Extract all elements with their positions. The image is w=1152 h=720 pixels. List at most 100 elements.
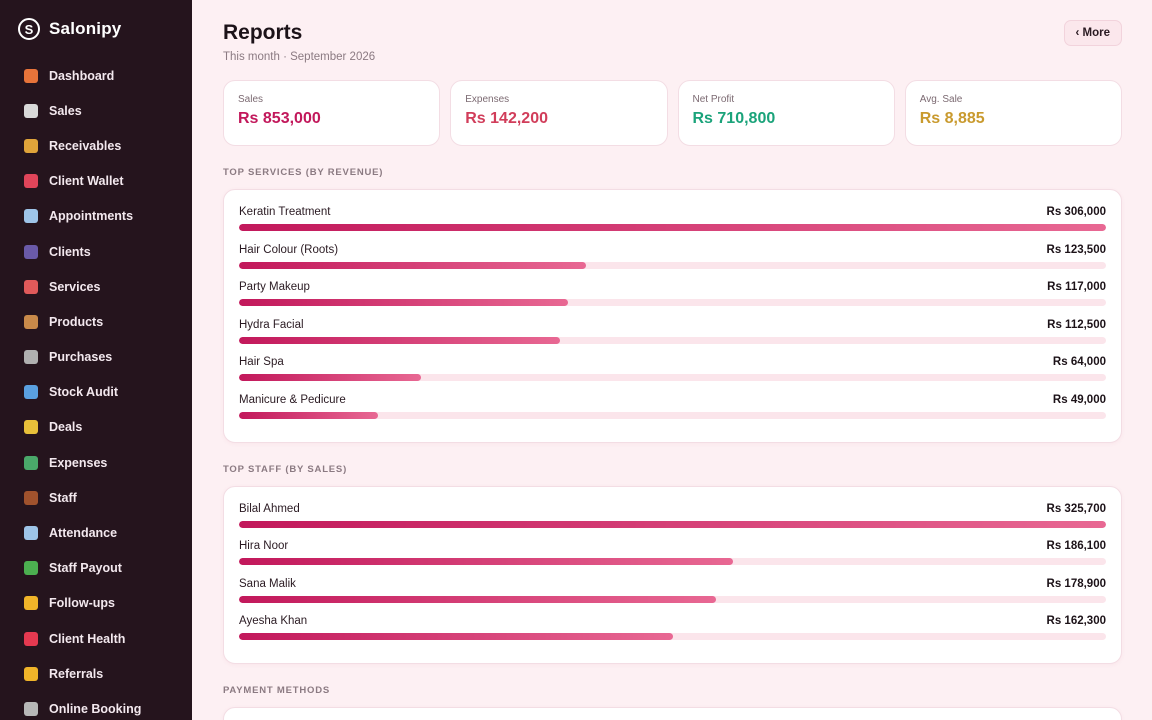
bar-name: Manicure & Pedicure [239, 393, 346, 406]
bar-row: Manicure & Pedicure Rs 49,000 [239, 394, 1106, 432]
stat-label: Avg. Sale [919, 94, 963, 105]
sidebar-item-products[interactable]: Products [0, 304, 192, 339]
sidebar-item-receivables[interactable]: Receivables [0, 128, 192, 163]
bar-row: Bilal Ahmed Rs 325,700 [239, 503, 1106, 541]
bar-fill [239, 261, 586, 269]
bar-fill [239, 520, 1106, 528]
sidebar-item-label: Appointments [49, 209, 134, 224]
sidebar-item-services[interactable]: Services [0, 269, 192, 304]
wallet-icon [24, 174, 38, 189]
bar-row: Ayesha Khan Rs 162,300 [239, 615, 1106, 653]
bar-value: Rs 325,700 [1046, 502, 1106, 515]
bar-value: Rs 178,900 [1046, 577, 1106, 590]
bar-row: Hair Colour (Roots) Rs 123,500 [239, 244, 1106, 282]
money-wings-icon [24, 455, 38, 470]
brand-name: Salonipy [49, 19, 122, 38]
sidebar-item-stock-audit[interactable]: Stock Audit [0, 375, 192, 410]
sidebar-item-label: Follow-ups [49, 596, 115, 611]
bar-row: Hira Noor Rs 186,100 [239, 540, 1106, 578]
bar-value: Rs 117,000 [1047, 281, 1106, 294]
sidebar-item-label: Stock Audit [49, 385, 118, 400]
bar-value: Rs 123,500 [1046, 243, 1106, 256]
stats-row: Sales Rs 853,000 Expenses Rs 142,200 Net Pro… [223, 80, 1122, 146]
brand[interactable]: S Salonipy [0, 0, 192, 58]
bar-fill [239, 374, 422, 382]
link-icon [24, 701, 38, 716]
sidebar-item-follow-ups[interactable]: Follow-ups [0, 586, 192, 621]
sidebar-item-expenses[interactable]: Expenses [0, 445, 192, 480]
stat-value: Rs 710,800 [692, 110, 776, 127]
sidebar-item-label: Attendance [49, 526, 118, 541]
page-title: Reports [223, 21, 303, 44]
sidebar-item-label: Dashboard [49, 68, 115, 83]
receipt-icon [24, 103, 38, 118]
sidebar-item-label: Client Health [49, 631, 126, 646]
briefcase-icon [24, 490, 38, 505]
page-subtitle: This month · September 2026 [223, 51, 376, 63]
stat-value: Rs 853,000 [238, 110, 321, 127]
sidebar-item-online-booking[interactable]: Online Booking [0, 691, 192, 720]
cart-icon [24, 350, 38, 365]
bar-row: Hydra Facial Rs 112,500 [239, 319, 1106, 357]
stat-card-avg-sale: Avg. Sale Rs 8,885 [904, 80, 1122, 146]
bar-fill [239, 558, 734, 566]
bar-name: Keratin Treatment [239, 206, 331, 218]
bar-value: Rs 186,100 [1046, 540, 1106, 553]
bar-track [239, 299, 1106, 307]
top-services-title: TOP SERVICES (BY REVENUE) [223, 167, 384, 178]
stat-card-net-profit: Net Profit Rs 710,800 [677, 80, 895, 146]
bar-value: Rs 49,000 [1052, 393, 1106, 406]
bar-track [239, 520, 1106, 528]
sidebar-item-dashboard[interactable]: Dashboard [0, 58, 192, 93]
page-header: Reports This month · September 2026 ‹ Mo… [223, 20, 1122, 63]
handshake-icon [24, 666, 38, 681]
people-icon [24, 244, 38, 259]
sidebar-item-label: Purchases [49, 350, 113, 365]
stat-value: Rs 142,200 [465, 110, 548, 127]
bar-value: Rs 64,000 [1052, 356, 1106, 369]
box-icon [24, 314, 38, 329]
bar-fill [239, 336, 560, 344]
sidebar-item-attendance[interactable]: Attendance [0, 515, 192, 550]
top-services-card: Keratin Treatment Rs 306,000 Hair Colour (… [223, 189, 1122, 443]
sidebar-item-label: Services [49, 279, 101, 294]
sidebar-item-purchases[interactable]: Purchases [0, 340, 192, 375]
sidebar-item-deals[interactable]: Deals [0, 410, 192, 445]
bar-track [239, 336, 1106, 344]
bar-name: Hira Noor [239, 540, 289, 553]
bar-track [239, 558, 1106, 566]
bar-fill [239, 224, 1106, 231]
more-button[interactable]: ‹ More [1063, 20, 1122, 46]
house-icon [24, 68, 38, 83]
bar-value: Rs 306,000 [1046, 206, 1106, 218]
bar-fill [239, 633, 673, 641]
sidebar-item-label: Expenses [49, 455, 108, 470]
top-staff-title: TOP STAFF (BY SALES) [223, 463, 348, 475]
calendar-check-icon [24, 526, 38, 541]
sidebar-item-sales[interactable]: Sales [0, 93, 192, 128]
sidebar-item-label: Staff [49, 490, 77, 505]
sidebar-item-appointments[interactable]: Appointments [0, 199, 192, 234]
sidebar-item-staff[interactable]: Staff [0, 480, 192, 515]
sidebar-item-label: Receivables [49, 138, 122, 153]
sidebar: S Salonipy Dashboard Sales Receivables Clie… [0, 0, 192, 720]
scissors-icon [24, 279, 38, 294]
stat-label: Expenses [465, 94, 510, 105]
sidebar-item-clients[interactable]: Clients [0, 234, 192, 269]
sidebar-item-label: Staff Payout [49, 561, 122, 576]
sidebar-item-client-health[interactable]: Client Health [0, 621, 192, 656]
stat-card-sales: Sales Rs 853,000 [223, 80, 441, 146]
sidebar-item-client-wallet[interactable]: Client Wallet [0, 164, 192, 199]
magnifier-icon [24, 385, 38, 400]
bar-name: Ayesha Khan [239, 615, 308, 628]
bar-fill [239, 595, 716, 603]
bar-row: Hair Spa Rs 64,000 [239, 356, 1106, 394]
bar-name: Party Makeup [239, 281, 310, 294]
bar-name: Hydra Facial [239, 318, 304, 331]
sidebar-item-referrals[interactable]: Referrals [0, 656, 192, 691]
sidebar-item-staff-payout[interactable]: Staff Payout [0, 551, 192, 586]
bar-track [239, 595, 1106, 603]
bar-row: Party Makeup Rs 117,000 [239, 281, 1106, 319]
bar-name: Hair Colour (Roots) [239, 243, 339, 256]
top-staff-card: Bilal Ahmed Rs 325,700 Hira Noor Rs 186,100… [223, 485, 1122, 664]
